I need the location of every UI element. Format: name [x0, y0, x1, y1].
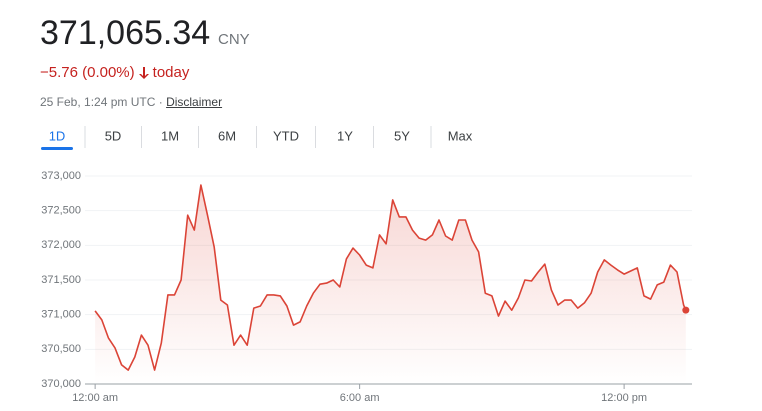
x-tick-label: 12:00 am — [72, 392, 118, 404]
y-tick-label: 370,500 — [41, 343, 81, 355]
range-tab[interactable]: 5Y — [394, 128, 410, 143]
y-tick-label: 371,500 — [41, 274, 81, 286]
x-tick-label: 6:00 am — [340, 392, 380, 404]
y-tick-label: 372,500 — [41, 205, 81, 217]
currency: CNY — [218, 31, 250, 48]
y-tick-label: 371,000 — [41, 309, 81, 321]
range-tab[interactable]: 1D — [49, 128, 66, 143]
change: −5.76 (0.00%) — [40, 64, 135, 81]
range-tab[interactable]: Max — [448, 128, 473, 143]
price: 371,065.34 — [40, 14, 211, 52]
period: today — [152, 64, 190, 81]
x-tick-label: 12:00 pm — [601, 392, 647, 404]
down-arrow — [138, 66, 149, 79]
range-tab[interactable]: 1Y — [337, 128, 353, 143]
range-tab[interactable]: 5D — [105, 128, 122, 143]
timestamp-row: 25 Feb, 1:24 pm UTC · Disclaimer — [40, 95, 222, 109]
area — [95, 185, 686, 384]
disclaimer-link[interactable]: Disclaimer — [166, 95, 223, 109]
tab-underline — [41, 147, 73, 150]
y-tick-label: 370,000 — [41, 378, 81, 390]
price-line — [94, 184, 687, 371]
last-point — [682, 306, 690, 314]
y-tick-label: 372,000 — [41, 239, 81, 251]
range-tab[interactable]: YTD — [273, 128, 299, 143]
range-tab[interactable]: 1M — [161, 128, 179, 143]
timestamp: 25 Feb, 1:24 pm UTC · — [40, 95, 163, 109]
range-tab[interactable]: 6M — [218, 128, 236, 143]
y-tick-label: 373,000 — [41, 170, 81, 182]
change-row: −5.76 (0.00%) today — [40, 64, 189, 81]
